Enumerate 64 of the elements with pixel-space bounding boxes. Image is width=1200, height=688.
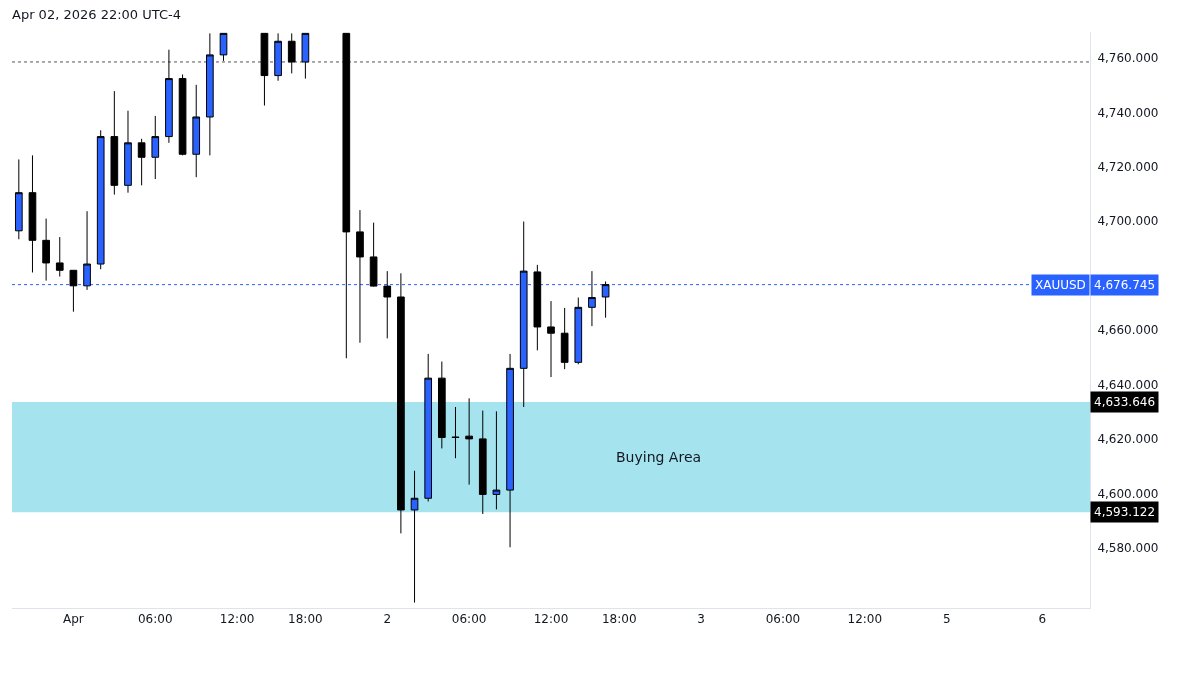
x-tick-label: 2	[383, 612, 392, 627]
candlestick	[383, 270, 392, 339]
candlestick	[69, 269, 78, 313]
candlestick	[151, 115, 160, 180]
candlestick	[28, 154, 37, 273]
candlestick	[219, 32, 228, 62]
y-tick-label: 4,640.000	[1097, 377, 1159, 392]
x-tick-label: 18:00	[288, 612, 323, 627]
y-tick-label: 4,580.000	[1097, 541, 1159, 556]
text: 4,593.122	[1094, 505, 1156, 519]
y-tick-label: 4,660.000	[1097, 323, 1159, 338]
candlestick	[178, 73, 187, 156]
x-tick-label: 18:00	[601, 612, 637, 627]
candlestick	[301, 32, 310, 80]
candlestick	[342, 32, 351, 359]
candlestick	[206, 32, 214, 156]
x-tick-label: 3	[697, 612, 705, 627]
candlestick	[42, 218, 50, 282]
x-tick-label: 12:00	[533, 612, 569, 627]
candlestick	[410, 470, 419, 604]
candlestick	[574, 297, 583, 365]
x-tick-label: 6	[1038, 612, 1047, 627]
candlestick	[478, 410, 487, 515]
candlestick	[287, 32, 296, 74]
text: 4,676.745	[1094, 278, 1156, 292]
candlestick	[465, 397, 473, 486]
x-tick-label: 12:00	[847, 612, 883, 627]
y-tick-label: 4,720.000	[1097, 160, 1159, 175]
y-tick-label: 4,700.000	[1097, 214, 1159, 229]
candlestick	[165, 49, 173, 144]
x-tick-label: 06:00	[765, 612, 801, 627]
x-tick-label: 12:00	[219, 612, 255, 627]
text: 4,633.646	[1094, 395, 1156, 409]
x-tick-label: 5	[942, 612, 951, 627]
candlestick	[192, 84, 201, 178]
candlestick	[424, 353, 433, 503]
x-tick-label: Apr	[63, 612, 84, 627]
chart-title: Apr 02, 2026 22:00 UTC-4	[12, 7, 181, 23]
candlestick	[55, 236, 64, 278]
candlestick	[397, 272, 405, 534]
candlestick	[356, 209, 364, 344]
candlestick	[451, 406, 460, 459]
y-tick-label: 4,740.000	[1097, 105, 1159, 120]
candlestick	[260, 32, 269, 107]
candlestick	[560, 307, 569, 370]
candlestick	[506, 353, 514, 548]
candlestick	[137, 138, 146, 186]
candlestick	[96, 129, 105, 270]
candlestick	[369, 222, 378, 288]
y-tick-label: 4,620.000	[1097, 432, 1159, 447]
candlestick	[547, 300, 555, 378]
candlestick	[14, 158, 23, 240]
y-tick-label: 4,760.000	[1097, 51, 1159, 66]
candlestick	[437, 361, 446, 449]
y-tick-label: 4,600.000	[1097, 486, 1159, 501]
band-label: Buying Area	[616, 449, 702, 465]
x-tick-label: 06:00	[451, 612, 487, 627]
candlestick	[492, 410, 501, 510]
x-tick-label: 06:00	[137, 612, 173, 627]
candlestick	[533, 264, 542, 351]
candlestick	[274, 32, 282, 82]
ref-line-label: XAUUSD	[1035, 278, 1086, 292]
candlestick	[124, 110, 132, 194]
candlestick	[110, 90, 119, 196]
